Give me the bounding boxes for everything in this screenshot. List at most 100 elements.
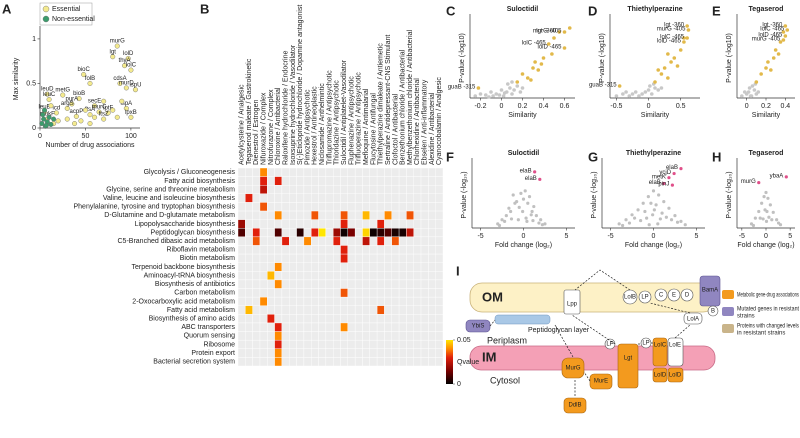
x-tick-label: 5	[788, 233, 792, 240]
empty-cell	[413, 357, 422, 367]
empty-cell	[435, 305, 444, 315]
empty-cell	[413, 167, 422, 177]
data-point	[478, 92, 483, 96]
heat-cell	[303, 236, 312, 246]
data-point	[487, 95, 491, 99]
data-point	[764, 66, 768, 70]
empty-cell	[435, 253, 444, 263]
point-label: elaB	[666, 165, 678, 171]
empty-cell	[252, 357, 261, 367]
data-point	[509, 217, 514, 221]
empty-cell	[369, 279, 378, 289]
empty-cell	[289, 202, 297, 212]
heat-cell	[281, 236, 290, 246]
data-point	[546, 42, 551, 46]
data-point	[775, 218, 779, 222]
x-tick-label: -0.2	[474, 103, 486, 110]
empty-cell	[303, 348, 312, 358]
empty-cell	[384, 357, 392, 367]
x-tick-label: 100	[125, 133, 137, 140]
empty-cell	[398, 245, 407, 255]
heat-cell	[384, 210, 392, 220]
empty-cell	[296, 305, 305, 315]
column-label: Niclosamide / Anthelmintic	[319, 83, 326, 165]
empty-cell	[252, 271, 261, 281]
row-label: Quorum sensing	[184, 333, 235, 340]
empty-cell	[420, 262, 429, 272]
empty-cell	[420, 202, 429, 212]
empty-cell	[303, 322, 312, 332]
x-tick-label: -5	[739, 233, 745, 240]
empty-cell	[325, 331, 334, 341]
data-point	[567, 26, 572, 30]
empty-cell	[428, 262, 436, 272]
legend-label: Non-essential	[52, 16, 95, 23]
empty-cell	[245, 357, 253, 367]
empty-cell	[369, 253, 378, 263]
empty-cell	[296, 167, 305, 177]
empty-cell	[391, 279, 400, 289]
data-point	[39, 121, 45, 127]
empty-cell	[406, 331, 414, 341]
empty-cell	[398, 288, 407, 298]
empty-cell	[369, 193, 378, 203]
empty-cell	[274, 185, 283, 195]
empty-cell	[311, 348, 319, 358]
empty-cell	[252, 185, 261, 195]
empty-cell	[311, 236, 319, 246]
empty-cell	[413, 271, 422, 281]
data-point	[44, 91, 50, 97]
empty-cell	[296, 339, 305, 349]
data-point	[633, 90, 638, 94]
empty-cell	[332, 210, 341, 220]
point-label: murG -405	[752, 37, 781, 43]
heat-cell	[259, 167, 268, 177]
empty-cell	[303, 339, 312, 349]
data-point	[679, 167, 683, 171]
empty-cell	[398, 202, 407, 212]
empty-cell	[281, 331, 290, 341]
column-label: Suloctidil / Antiplatelet-Vasodilator	[341, 59, 348, 165]
empty-cell	[384, 296, 392, 306]
empty-cell	[252, 253, 261, 263]
empty-cell	[332, 296, 341, 306]
x-tick-label: 0.2	[761, 103, 771, 110]
empty-cell	[369, 331, 378, 341]
heat-cell	[376, 236, 385, 246]
empty-cell	[281, 176, 290, 186]
empty-cell	[325, 185, 334, 195]
data-point	[40, 112, 46, 118]
empty-cell	[340, 296, 349, 306]
empty-cell	[376, 296, 385, 306]
data-point	[669, 60, 673, 64]
y-tick-label: 0	[32, 125, 36, 132]
empty-cell	[325, 193, 334, 203]
chart-title: Suloctidil	[508, 150, 540, 157]
empty-cell	[245, 236, 253, 246]
data-point	[648, 84, 652, 88]
empty-cell	[318, 314, 327, 324]
empty-cell	[354, 305, 363, 315]
empty-cell	[332, 279, 341, 289]
empty-cell	[362, 322, 370, 332]
data-point	[764, 190, 768, 195]
empty-cell	[406, 279, 414, 289]
empty-cell	[398, 193, 407, 203]
empty-cell	[318, 357, 327, 367]
data-point	[624, 90, 628, 94]
empty-cell	[398, 262, 407, 272]
empty-cell	[369, 296, 378, 306]
data-point	[753, 216, 757, 220]
heat-cell	[237, 228, 246, 238]
data-point	[81, 72, 87, 78]
empty-cell	[428, 253, 436, 263]
point-label: leuC	[43, 92, 56, 98]
data-point	[539, 62, 544, 66]
empty-cell	[296, 193, 305, 203]
point-label: lolC -465	[660, 35, 685, 41]
column-label: Fluphenazine / Antipsychotic	[348, 76, 355, 165]
empty-cell	[303, 288, 312, 298]
empty-cell	[391, 322, 400, 332]
empty-cell	[369, 339, 378, 349]
point-label: guaB -315	[589, 83, 617, 89]
